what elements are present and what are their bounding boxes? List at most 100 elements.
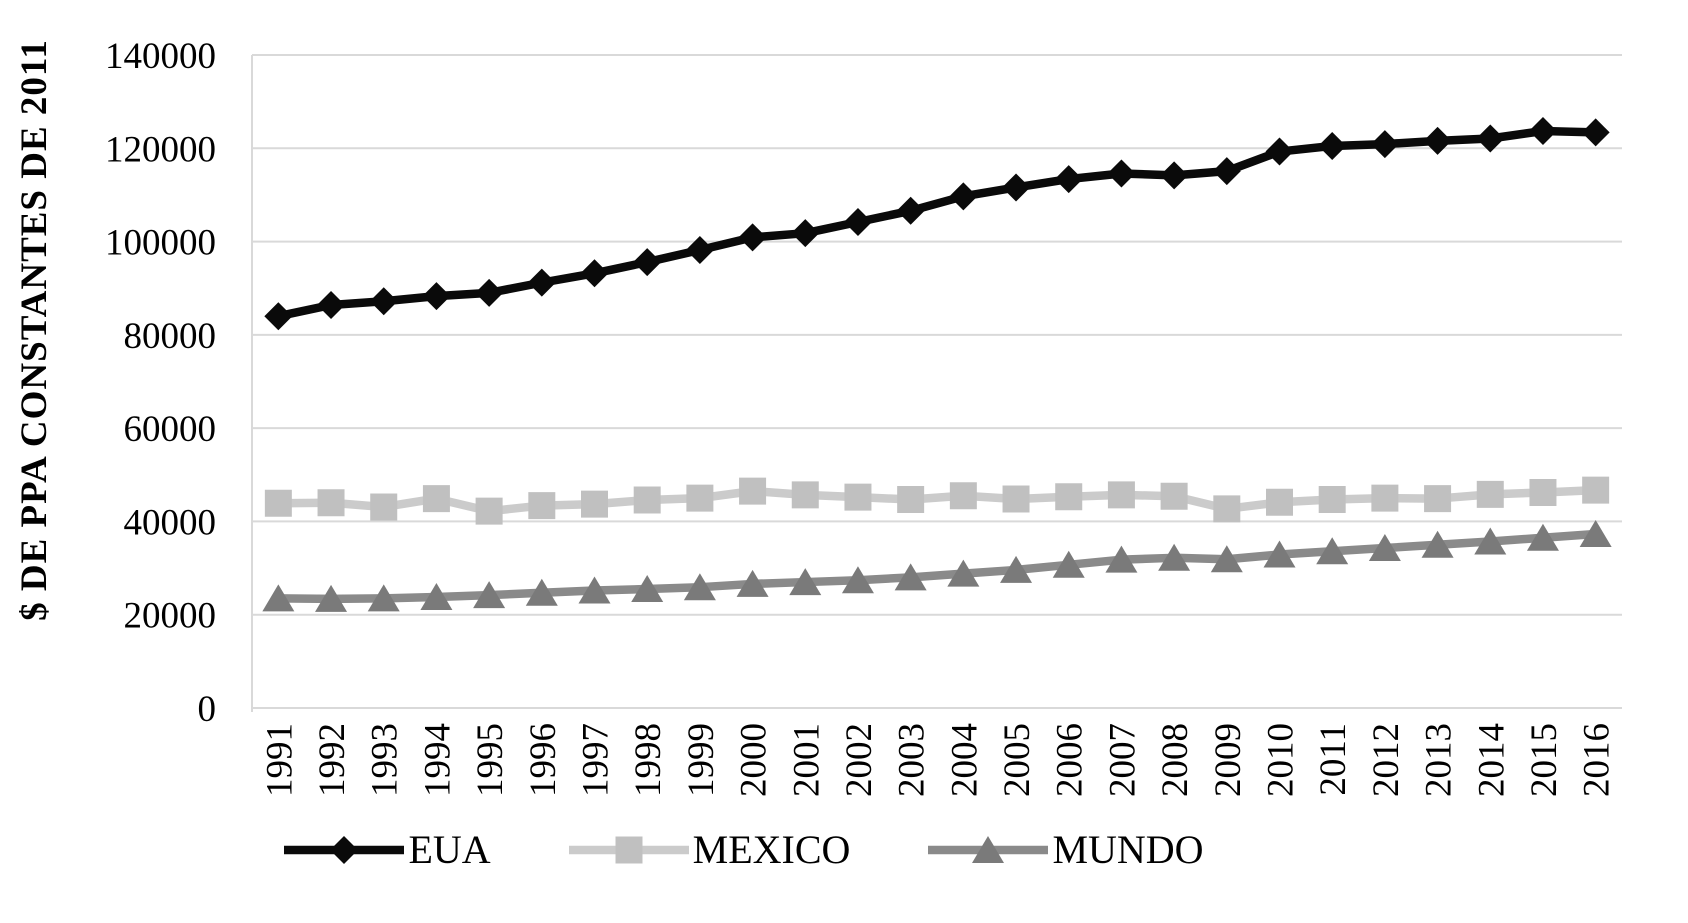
- mexico-square-marker: [791, 481, 819, 509]
- x-tick-label: 2005: [997, 723, 1038, 797]
- eua-diamond-marker: [317, 291, 346, 320]
- mundo-triangle-marker: [473, 581, 506, 609]
- mexico-square-marker: [1371, 484, 1399, 512]
- eua-diamond-marker: [1054, 165, 1083, 194]
- x-tick-label: 2016: [1577, 723, 1618, 797]
- y-tick-label: 140000: [105, 36, 216, 77]
- eua-diamond-marker: [843, 207, 872, 236]
- mundo-triangle-marker: [1105, 545, 1138, 573]
- mundo-triangle-marker: [1579, 520, 1612, 548]
- eua-diamond-marker: [1370, 130, 1399, 159]
- mundo-triangle-marker: [1526, 523, 1559, 551]
- mexico-square-marker: [1476, 480, 1504, 508]
- mexico-square-marker: [1213, 495, 1241, 523]
- x-tick-label: 2004: [944, 723, 985, 797]
- eua-diamond-marker: [1107, 159, 1136, 188]
- x-tick-label: 2000: [734, 723, 775, 797]
- y-tick-label: 40000: [124, 502, 217, 543]
- square-icon: [568, 836, 689, 864]
- x-tick-label: 1996: [523, 723, 564, 797]
- y-tick-label: 120000: [105, 129, 216, 170]
- mundo-triangle-marker: [894, 563, 927, 591]
- eua-diamond-marker: [422, 282, 451, 311]
- gridlines: [251, 54, 1622, 712]
- mexico-square-marker: [370, 493, 398, 521]
- mexico-square-marker: [844, 483, 872, 511]
- eua-diamond-marker: [1581, 118, 1610, 147]
- x-axis-tick-labels: 1991 1992 1993 1994 1995 1996 1997 1998 1999 2000…: [259, 723, 1617, 797]
- x-tick-label: 2003: [892, 723, 933, 797]
- eua-diamond-marker: [633, 248, 662, 277]
- mexico-square-marker: [1266, 488, 1293, 516]
- mundo-triangle-marker: [1000, 555, 1033, 583]
- eua-diamond-marker: [685, 235, 714, 264]
- x-tick-label: 1993: [365, 723, 406, 797]
- eua-diamond-marker: [369, 287, 398, 316]
- x-tick-label: 2009: [1208, 723, 1249, 797]
- y-axis-title: $ DE PPA CONSTANTES DE 2011: [14, 39, 55, 621]
- series-layer: [262, 117, 1612, 612]
- mundo-triangle-marker: [683, 573, 716, 601]
- mexico-square-marker: [949, 482, 977, 510]
- mundo-triangle-marker: [1368, 534, 1401, 562]
- mundo-triangle-marker: [525, 578, 558, 606]
- x-tick-label: 2006: [1050, 723, 1091, 797]
- series-line-eua: [274, 126, 1600, 321]
- legend: EUA MEXICO MUNDO: [0, 828, 1488, 872]
- mexico-square-marker: [1582, 476, 1610, 504]
- mexico-square-marker: [1160, 482, 1188, 510]
- x-tick-label: 1999: [681, 723, 722, 797]
- mexico-square-marker: [317, 489, 345, 517]
- x-tick-label: 2014: [1471, 723, 1512, 797]
- legend-label: EUA: [408, 827, 491, 872]
- mundo-triangle-marker: [631, 575, 664, 603]
- x-tick-label: 2001: [786, 723, 827, 797]
- y-tick-label: 100000: [105, 223, 216, 264]
- eua-diamond-marker: [475, 278, 504, 307]
- mexico-square-marker: [1318, 486, 1346, 514]
- mexico-square-marker: [1424, 485, 1452, 513]
- mexico-square-marker: [422, 485, 450, 513]
- mundo-triangle-marker: [1474, 527, 1507, 555]
- eua-diamond-marker: [1212, 157, 1241, 186]
- eua-diamond-marker: [791, 219, 820, 248]
- y-tick-label: 0: [198, 689, 217, 730]
- mundo-triangle-marker: [1210, 545, 1243, 573]
- mundo-triangle-marker: [578, 576, 611, 604]
- x-tick-label: 1998: [628, 723, 669, 797]
- eua-diamond-marker: [1423, 126, 1452, 155]
- legend-label: MEXICO: [692, 827, 851, 872]
- eua-diamond-marker: [1476, 124, 1505, 153]
- eua-diamond-marker: [738, 223, 767, 252]
- eua-diamond-marker: [1002, 173, 1031, 202]
- triangle-icon: [928, 836, 1049, 863]
- mexico-square-marker: [1107, 481, 1135, 509]
- mexico-square-marker: [739, 477, 767, 505]
- eua-diamond-marker: [264, 302, 293, 331]
- mexico-square-marker: [475, 497, 503, 525]
- mundo-triangle-marker: [1263, 540, 1296, 568]
- y-tick-label: 60000: [124, 409, 217, 450]
- mexico-square-marker: [581, 490, 608, 518]
- mexico-square-marker: [528, 492, 556, 520]
- mexico-square-marker: [686, 484, 714, 512]
- mundo-triangle-marker: [420, 582, 453, 610]
- x-tick-label: 2008: [1155, 723, 1196, 797]
- y-tick-label: 80000: [124, 316, 217, 357]
- mexico-square-marker: [897, 486, 925, 514]
- mundo-triangle-marker: [841, 566, 874, 594]
- eua-diamond-marker: [949, 182, 978, 211]
- series-line-mundo: [274, 529, 1600, 604]
- mexico-square-marker: [1002, 485, 1030, 513]
- eua-diamond-marker: [1318, 131, 1347, 160]
- mundo-triangle-marker: [1158, 543, 1191, 571]
- x-tick-label: 1991: [259, 723, 300, 797]
- x-tick-label: 1997: [576, 723, 617, 797]
- diamond-icon: [284, 836, 405, 864]
- x-tick-label: 2012: [1366, 723, 1407, 797]
- legend-item-mundo: MUNDO: [928, 828, 1204, 872]
- mexico-square-marker: [264, 489, 292, 517]
- x-tick-label: 2013: [1419, 723, 1460, 797]
- mexico-square-marker: [1529, 479, 1557, 507]
